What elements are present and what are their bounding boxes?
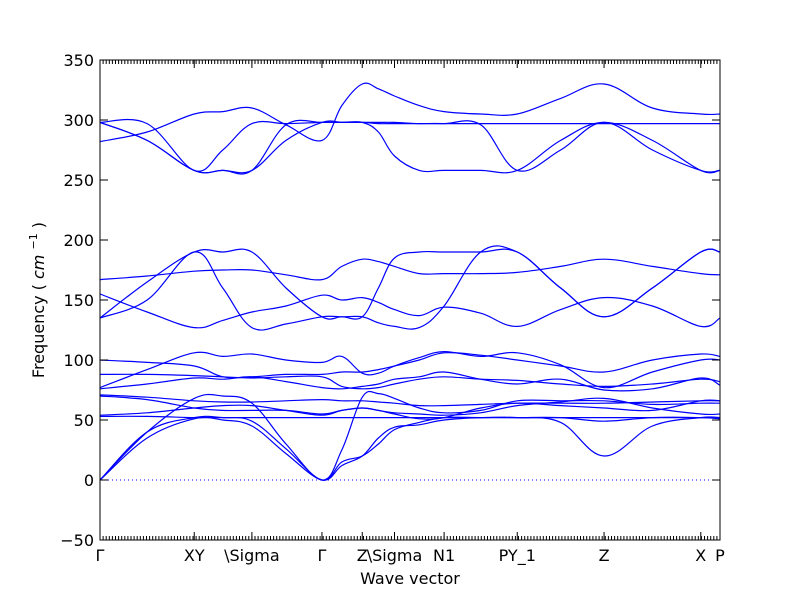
x-tick-label: Γ [96, 546, 105, 565]
phonon-band-7 [99, 293, 721, 329]
x-tick-label: Z [599, 546, 610, 565]
y-tick-label: 250 [63, 171, 94, 190]
y-tick-label: 300 [63, 111, 94, 130]
phonon-band-15 [99, 397, 721, 416]
phonon-band-5 [99, 258, 721, 281]
y-axis: −50 0 50 100 150 200 250 300 350 [60, 51, 720, 550]
y-tick-label: 50 [74, 411, 94, 430]
x-tick-label: P [715, 546, 725, 565]
y-axis-label-name: Frequency [29, 295, 48, 378]
phonon-band-3 [99, 120, 721, 174]
phonon-band-17 [99, 390, 721, 481]
y-axis-label-open: ( [29, 284, 48, 290]
y-tick-label: 350 [63, 51, 94, 70]
x-axis-label: Wave vector [360, 569, 460, 588]
phonon-band-19 [99, 416, 721, 481]
phonon-band-1 [99, 82, 721, 143]
phonon-band-6 [99, 248, 721, 320]
phonon-band-4 [99, 118, 721, 173]
phonon-band-12 [99, 371, 721, 392]
y-axis-label: Frequency ( cm −1 ) [22, 222, 48, 378]
x-tick-label: N1 [433, 546, 455, 565]
y-tick-label: 0 [84, 471, 94, 490]
y-tick-label: 100 [63, 351, 94, 370]
phonon-band-18 [99, 415, 721, 481]
phonon-bands [99, 82, 721, 481]
phonon-band-8 [99, 245, 721, 331]
x-axis: Γ XY \Sigma Γ Z\Sigma N1 PY_1 Z X P [96, 60, 725, 566]
x-tick-label: XY [184, 546, 205, 565]
x-tick-label: PY_1 [499, 546, 536, 566]
y-axis-unit-exponent: −1 [27, 233, 40, 249]
y-tick-label: −50 [60, 531, 94, 550]
phonon-band-10 [99, 350, 721, 389]
x-tick-label: \Sigma [367, 546, 423, 565]
phonon-band-13 [99, 394, 721, 407]
y-axis-label-close: ) [29, 222, 48, 228]
x-tick-label: X [695, 546, 706, 565]
x-tick-label: Γ [317, 546, 326, 565]
y-axis-unit: cm [29, 255, 48, 279]
phonon-band-9 [99, 352, 721, 379]
x-tick-label: \Sigma [224, 546, 280, 565]
phonon-band-11 [99, 373, 721, 390]
y-tick-label: 200 [63, 231, 94, 250]
x-tick-label: Z [357, 546, 368, 565]
y-tick-label: 150 [63, 291, 94, 310]
